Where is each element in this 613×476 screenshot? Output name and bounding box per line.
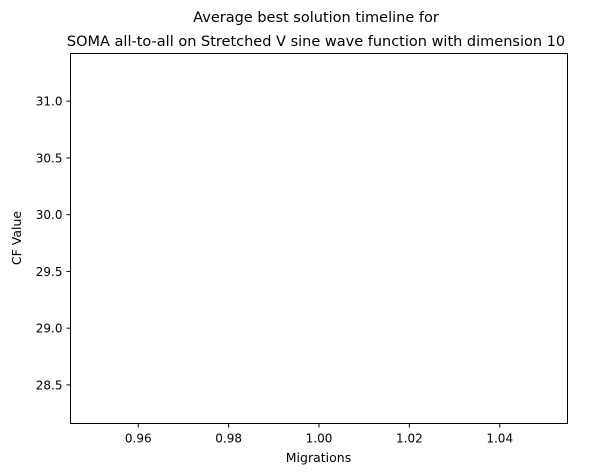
x-tick-label: 1.02 [396,432,423,446]
x-tick-label: 1.04 [486,432,513,446]
x-tick-label: 0.98 [215,432,242,446]
x-tick-label: 0.96 [125,432,152,446]
y-tick-label: 31.0 [36,95,63,109]
x-axis-label: Migrations [286,450,351,465]
y-tick-label: 30.5 [36,151,63,165]
chart-title-line-1: Average best solution timeline for [193,10,439,26]
y-axis-label: CF Value [9,211,24,266]
y-tick-label: 29.5 [36,265,63,279]
y-tick-label: 28.5 [36,378,63,392]
chart-title-line-2: SOMA all-to-all on Stretched V sine wave… [67,34,565,50]
plot-area [70,53,568,424]
x-axis: 0.96 0.98 1.00 1.02 1.04 [125,423,513,446]
y-tick-label: 30.0 [36,208,63,222]
x-tick-label: 1.00 [306,432,333,446]
y-tick-label: 29.0 [36,322,63,336]
y-axis: 28.5 29.0 29.5 30.0 30.5 31.0 [36,95,71,392]
